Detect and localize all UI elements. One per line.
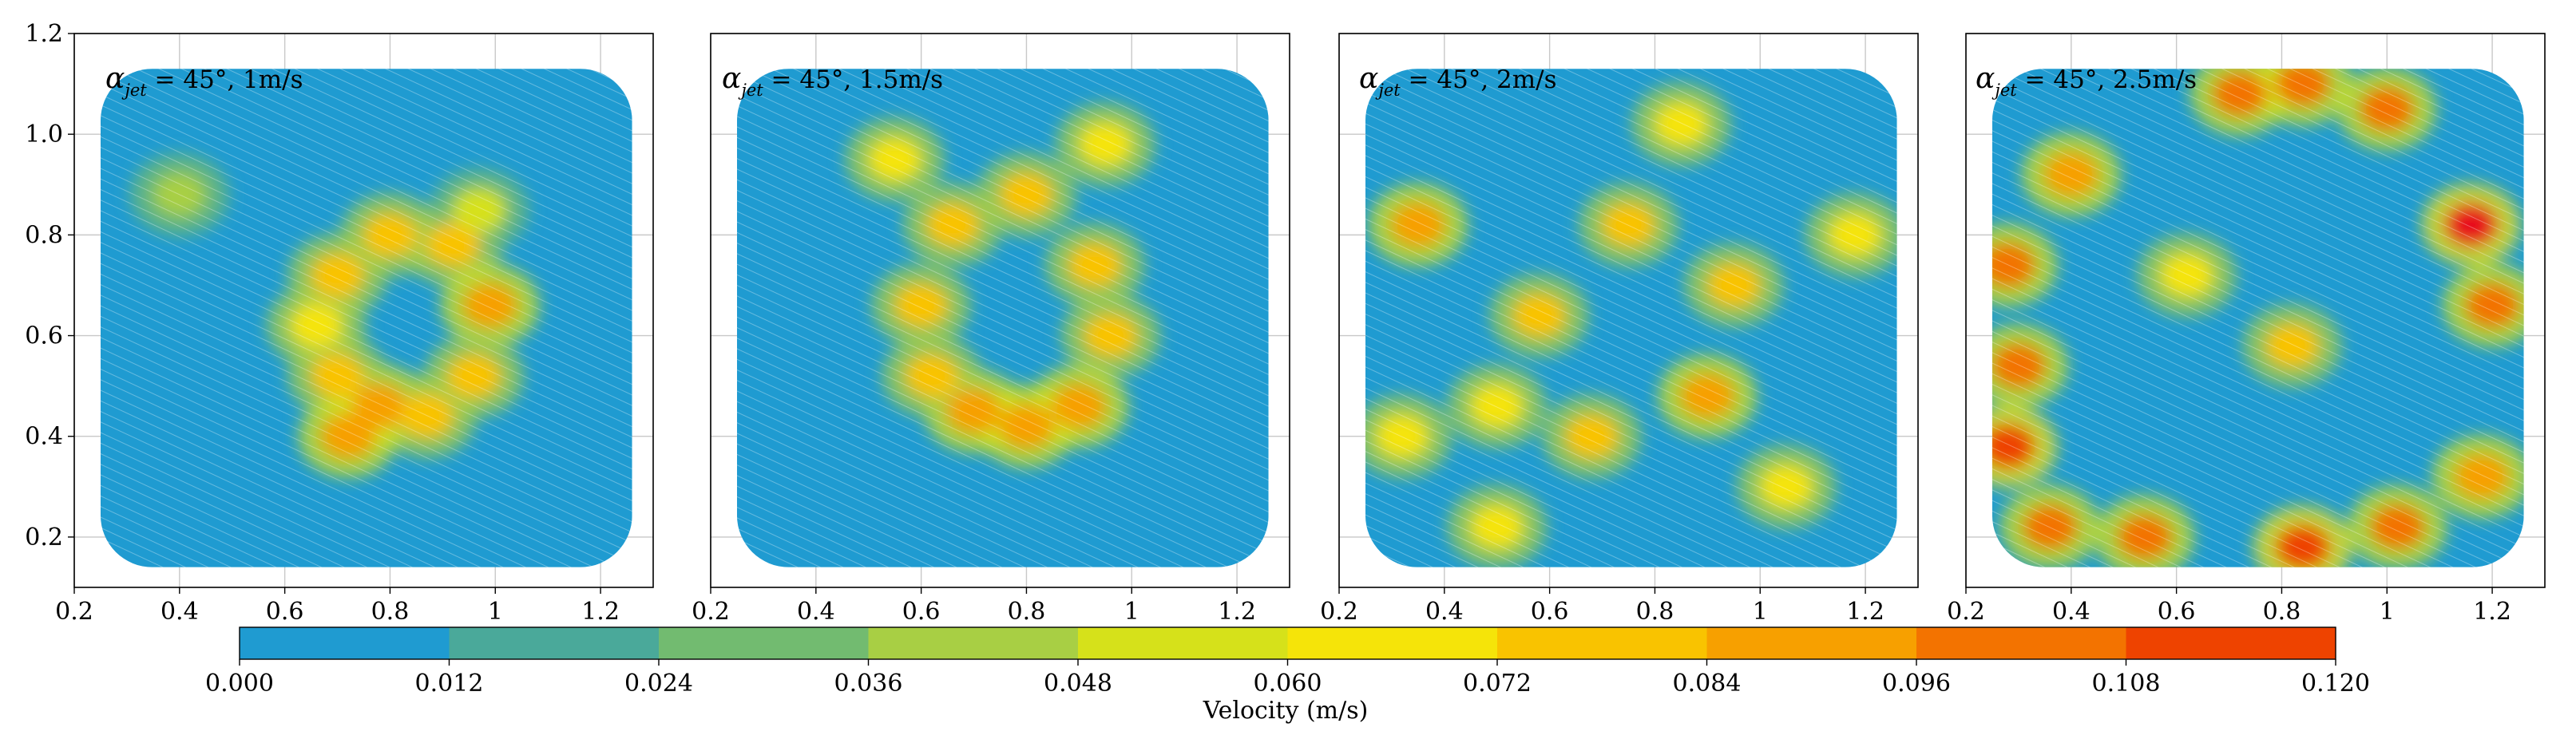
x-axis: 0.2 0.4 0.6 0.8 1 1.2 xyxy=(1947,587,2511,626)
axes-frame xyxy=(1338,33,1919,588)
velocity-field xyxy=(100,69,632,567)
panel-4: 0.2 0.4 0.6 0.8 1 1.2 αjet = 45°, 2.5m/s xyxy=(1947,33,2546,626)
colorbar-tick-label: 0.072 xyxy=(1463,670,1532,698)
x-tick-label: 0.2 xyxy=(1947,598,1985,626)
y-tick-label: 0.8 xyxy=(25,221,63,249)
colorbar-tick-label: 0.036 xyxy=(834,670,903,698)
x-tick-label: 0.2 xyxy=(692,598,730,626)
y-tick-label: 0.2 xyxy=(25,524,63,551)
y-tick-label: 0.4 xyxy=(25,423,63,451)
quiver-texture xyxy=(736,69,1269,567)
colorbar-segment xyxy=(1916,627,2126,659)
x-tick-label: 0.2 xyxy=(1320,598,1358,626)
colorbar-segment xyxy=(449,627,660,659)
x-axis: 0.2 0.4 0.6 0.8 1 1.2 xyxy=(1320,587,1884,626)
colorbar-tick-label: 0.084 xyxy=(1673,670,1742,698)
colorbar-segment xyxy=(1078,627,1288,659)
x-tick-label: 0.4 xyxy=(2052,598,2091,626)
plot-area: 0.2 0.4 0.6 0.8 1 1.2 0.2 0.4 0.6 0.8 1.0 1.2 xyxy=(25,20,654,626)
panel-label: αjet = 45°, 1.5m/s xyxy=(722,62,943,100)
x-tick-label: 1.2 xyxy=(1846,598,1884,626)
x-tick-label: 0.6 xyxy=(902,598,941,626)
x-tick-label: 0.6 xyxy=(2158,598,2196,626)
x-tick-label: 0.8 xyxy=(2263,598,2301,626)
colorbar-segment xyxy=(1497,627,1707,659)
x-tick-label: 0.6 xyxy=(266,598,304,626)
panel-label: αjet = 45°, 1m/s xyxy=(105,62,303,100)
plot-area: 0.2 0.4 0.6 0.8 1 1.2 xyxy=(1947,33,2546,626)
x-tick-label: 0.8 xyxy=(1008,598,1046,626)
colorbar-tick-label: 0.048 xyxy=(1044,670,1112,698)
x-tick-label: 0.6 xyxy=(1531,598,1569,626)
quiver-texture xyxy=(1991,69,2524,567)
colorbar-tick-label: 0.060 xyxy=(1254,670,1322,698)
x-tick-label: 1 xyxy=(1753,598,1768,626)
velocity-field xyxy=(1365,69,1897,567)
x-tick-label: 1.2 xyxy=(1218,598,1256,626)
colorbar-segment xyxy=(2126,627,2336,659)
x-tick-label: 0.8 xyxy=(371,598,410,626)
y-tick-label: 1.2 xyxy=(25,20,63,48)
plot-area: 0.2 0.4 0.6 0.8 1 1.2 xyxy=(692,33,1290,626)
colorbar-segment xyxy=(659,627,869,659)
quiver-texture xyxy=(1365,69,1897,567)
colorbar-tick-label: 0.012 xyxy=(415,670,484,698)
panel-label: αjet = 45°, 2.5m/s xyxy=(1976,62,2197,100)
colorbar: Velocity (m/s) 0.000 0.012 0.024 0.036 0.048… xyxy=(205,626,2370,725)
x-tick-label: 1 xyxy=(2380,598,2395,626)
x-tick-label: 1 xyxy=(1124,598,1139,626)
x-tick-label: 0.4 xyxy=(161,598,199,626)
colorbar-segment xyxy=(1706,627,1917,659)
colorbar-segment xyxy=(1287,627,1498,659)
x-axis: 0.2 0.4 0.6 0.8 1 1.2 xyxy=(692,587,1256,626)
quiver-texture xyxy=(100,69,632,567)
y-tick-label: 1.0 xyxy=(25,121,63,148)
y-tick-label: 0.6 xyxy=(25,322,63,350)
colorbar-segment xyxy=(240,627,450,659)
x-tick-label: 0.4 xyxy=(797,598,835,626)
plot-area: 0.2 0.4 0.6 0.8 1 1.2 xyxy=(1320,33,1919,626)
colorbar-tick-label: 0.024 xyxy=(624,670,693,698)
colorbar-tick-label: 0.120 xyxy=(2301,670,2370,698)
axes-frame xyxy=(710,33,1290,588)
x-tick-label: 1.2 xyxy=(2473,598,2511,626)
velocity-field xyxy=(736,69,1269,567)
x-axis: 0.2 0.4 0.6 0.8 1 1.2 xyxy=(55,587,620,626)
colorbar-segment xyxy=(868,627,1079,659)
x-tick-label: 0.2 xyxy=(55,598,93,626)
panel-2: 0.2 0.4 0.6 0.8 1 1.2 αjet = 45°, 1.5m/s xyxy=(692,33,1290,626)
x-tick-label: 0.4 xyxy=(1425,598,1464,626)
axes-frame xyxy=(73,33,654,588)
panel-3: 0.2 0.4 0.6 0.8 1 1.2 αjet = 45°, 2m/s xyxy=(1320,33,1919,626)
x-tick-label: 0.8 xyxy=(1636,598,1674,626)
axes-frame xyxy=(1965,33,2546,588)
colorbar-tick-label: 0.000 xyxy=(205,670,274,698)
panel-1: 0.2 0.4 0.6 0.8 1 1.2 0.2 0.4 0.6 0.8 1.0 1.2 αjet … xyxy=(25,20,654,626)
colorbar-tick-label: 0.096 xyxy=(1882,670,1951,698)
y-axis: 0.2 0.4 0.6 0.8 1.0 1.2 xyxy=(25,20,74,551)
colorbar-tick-label: 0.108 xyxy=(2092,670,2161,698)
velocity-field xyxy=(1991,69,2524,567)
x-tick-label: 1 xyxy=(488,598,503,626)
colorbar-label: Velocity (m/s) xyxy=(1203,697,1369,725)
panel-label: αjet = 45°, 2m/s xyxy=(1359,62,1557,100)
x-tick-label: 1.2 xyxy=(581,598,620,626)
